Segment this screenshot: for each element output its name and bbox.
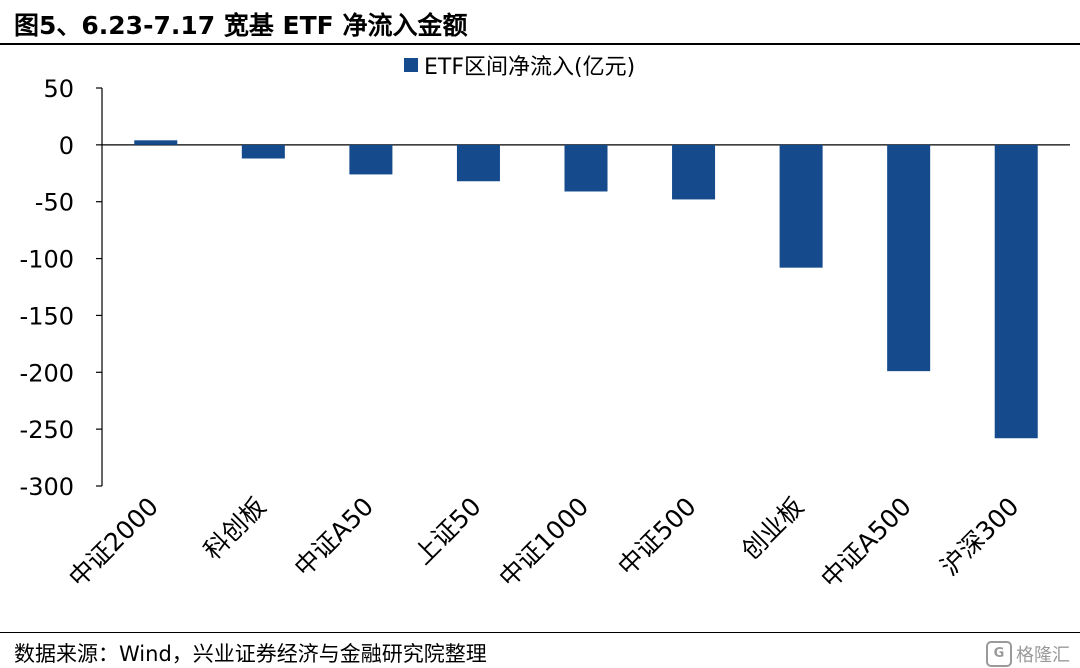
x-tick-label: 上证50	[408, 492, 486, 570]
bar-chart: ETF区间净流入(亿元) 500-50-100-150-200-250-300 …	[20, 55, 1070, 594]
bar	[456, 144, 500, 182]
bar	[241, 144, 285, 159]
x-tick-label: 中证1000	[493, 492, 594, 593]
bars	[134, 140, 1038, 439]
x-tick-label: 中证A500	[815, 492, 917, 594]
watermark-text: 格隆汇	[1016, 645, 1070, 666]
x-tick-label: 创业板	[736, 492, 810, 566]
y-tick-label: -100	[20, 246, 74, 274]
y-tick-label: -150	[20, 302, 74, 330]
watermark: G 格隆汇	[986, 641, 1070, 667]
y-tick-label: -250	[20, 416, 74, 444]
legend: ETF区间净流入(亿元)	[404, 55, 635, 80]
bar	[779, 144, 823, 268]
footer-rule	[0, 632, 1080, 633]
legend-label: ETF区间净流入(亿元)	[424, 55, 635, 80]
bar	[349, 144, 393, 175]
bar	[994, 144, 1038, 439]
bar	[564, 144, 608, 192]
source-note: 数据来源：Wind，兴业证券经济与金融研究院整理	[14, 642, 487, 666]
y-tick-labels: 50 0 -50 -100 -150 -200 -250 -300	[20, 75, 74, 501]
x-tick-label: 中证500	[612, 492, 702, 582]
x-tick-label: 沪深300	[935, 492, 1025, 582]
x-tick-labels: 中证2000 科创板 中证A50 上证50 中证1000 中证500 创业板 中证A500 沪深…	[63, 492, 1024, 594]
figure-title: 图5、6.23-7.17 宽基 ETF 净流入金额	[14, 11, 468, 40]
legend-swatch	[404, 58, 418, 72]
bar	[134, 140, 178, 145]
y-tick-label: -300	[20, 473, 74, 501]
y-tick-label: 0	[59, 132, 74, 160]
watermark-logo-icon: G	[986, 641, 1012, 667]
x-tick-label: 中证A50	[289, 492, 379, 582]
y-tick-label: -200	[20, 359, 74, 387]
y-tick-label: 50	[43, 75, 74, 103]
bar	[672, 144, 716, 200]
x-tick-label: 科创板	[198, 492, 272, 566]
bar	[887, 144, 931, 372]
x-tick-label: 中证2000	[63, 492, 164, 593]
title-rule	[0, 43, 1080, 45]
y-tick-label: -50	[35, 189, 74, 217]
